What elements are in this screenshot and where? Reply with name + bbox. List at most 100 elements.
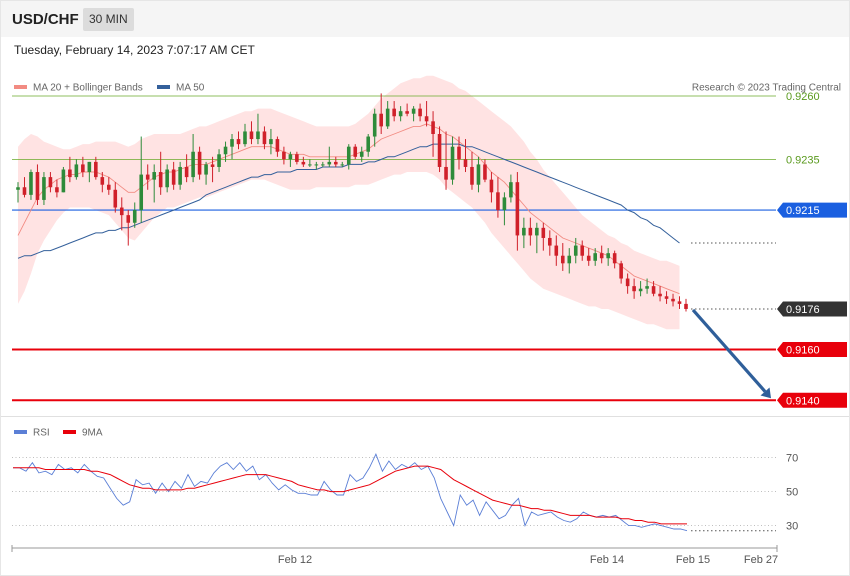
candle (282, 146, 286, 165)
candle (632, 278, 636, 299)
candle (269, 128, 273, 155)
candle-body (301, 161, 306, 165)
candle-body (217, 154, 221, 167)
candle-body (444, 166, 448, 180)
candle (606, 248, 610, 266)
candle (113, 182, 118, 213)
candle (132, 202, 137, 228)
candle (385, 101, 390, 129)
candle (522, 217, 526, 249)
candle (535, 222, 539, 254)
candle-body (457, 146, 461, 160)
candle-body (22, 187, 27, 195)
candle-body (353, 146, 358, 157)
candle (671, 293, 675, 307)
candle-body (664, 296, 669, 299)
candle-body (411, 108, 416, 114)
candle (256, 113, 260, 145)
ma20-legend-label: MA 20 + Bollinger Bands (33, 83, 143, 94)
symbol-title: USD/CHF (12, 11, 79, 28)
price-tag-0.9215 (777, 202, 847, 218)
candle-body (612, 253, 617, 264)
copyright-label: Research © 2023 Trading Central (692, 83, 841, 94)
rsi-tick-50: 50 (786, 487, 798, 499)
candle-body (74, 164, 79, 178)
candle (249, 121, 254, 145)
rsi-legend-swatch (14, 430, 27, 434)
candle (321, 161, 325, 167)
candle-body (184, 166, 189, 178)
candle (171, 161, 176, 190)
x-tick-label: Feb 27 (744, 554, 778, 566)
candle-body (476, 164, 481, 185)
candle (204, 161, 208, 185)
candle (638, 281, 643, 297)
candle-body (165, 169, 169, 188)
candle (210, 156, 215, 183)
candle-body (645, 286, 649, 289)
candle-body (256, 131, 260, 140)
candle (677, 296, 682, 309)
candle-body (599, 253, 604, 259)
candle (139, 136, 144, 223)
price-label-0.9176: 0.9176 (786, 304, 820, 316)
forecast-arrow (691, 308, 771, 399)
candle-body (593, 253, 598, 261)
candle (372, 108, 377, 147)
candle (548, 230, 552, 256)
candle (197, 146, 202, 180)
ma20-legend-swatch (14, 85, 27, 89)
candle-body (178, 166, 182, 185)
candle (217, 149, 221, 173)
ma50-legend-label: MA 50 (176, 83, 205, 94)
bollinger-fill (18, 75, 680, 330)
candle (42, 172, 46, 205)
candle (359, 146, 364, 162)
candle-body (632, 286, 636, 292)
candle (411, 106, 416, 122)
candle (333, 156, 338, 167)
candle-body (327, 161, 332, 165)
candle (74, 159, 79, 180)
candle-body (171, 169, 176, 185)
candle (457, 136, 461, 170)
price-tags: 0.9260 0.9235 0.9215 0.9176 0.9160 0.9140 (777, 91, 847, 408)
candle-body (236, 139, 241, 145)
candle-body (405, 111, 409, 114)
price-tag-0.9176 (777, 301, 847, 317)
rsi-legend-label: RSI (33, 428, 50, 439)
candle-body (658, 293, 662, 297)
candle-body (262, 131, 267, 145)
candle (35, 164, 40, 205)
timeframe-badge[interactable]: 30 MIN (83, 8, 134, 31)
candle (658, 286, 662, 302)
candle (483, 159, 487, 183)
candle-body (314, 164, 319, 166)
candle-body (35, 172, 40, 200)
candle-body (489, 179, 494, 193)
candle (55, 179, 59, 198)
candle (158, 151, 163, 195)
candle (100, 172, 105, 193)
candle (191, 134, 195, 183)
candle (541, 222, 546, 251)
candle-body (145, 174, 150, 180)
candle (29, 169, 33, 200)
candle (444, 131, 448, 190)
candle-body (333, 161, 338, 165)
rsi-ma-line (13, 465, 687, 525)
candle-body (372, 113, 377, 137)
candle-body (515, 182, 520, 236)
candle (392, 101, 396, 122)
candle-body (418, 108, 422, 117)
candle-body (139, 174, 144, 211)
candle (398, 106, 403, 122)
candle-body (230, 139, 234, 147)
candle (509, 174, 513, 203)
candle-body (61, 169, 66, 193)
price-tag-0.9140 (777, 392, 847, 408)
candle-body (567, 255, 572, 264)
candle (81, 156, 85, 178)
candle-body (437, 134, 442, 167)
